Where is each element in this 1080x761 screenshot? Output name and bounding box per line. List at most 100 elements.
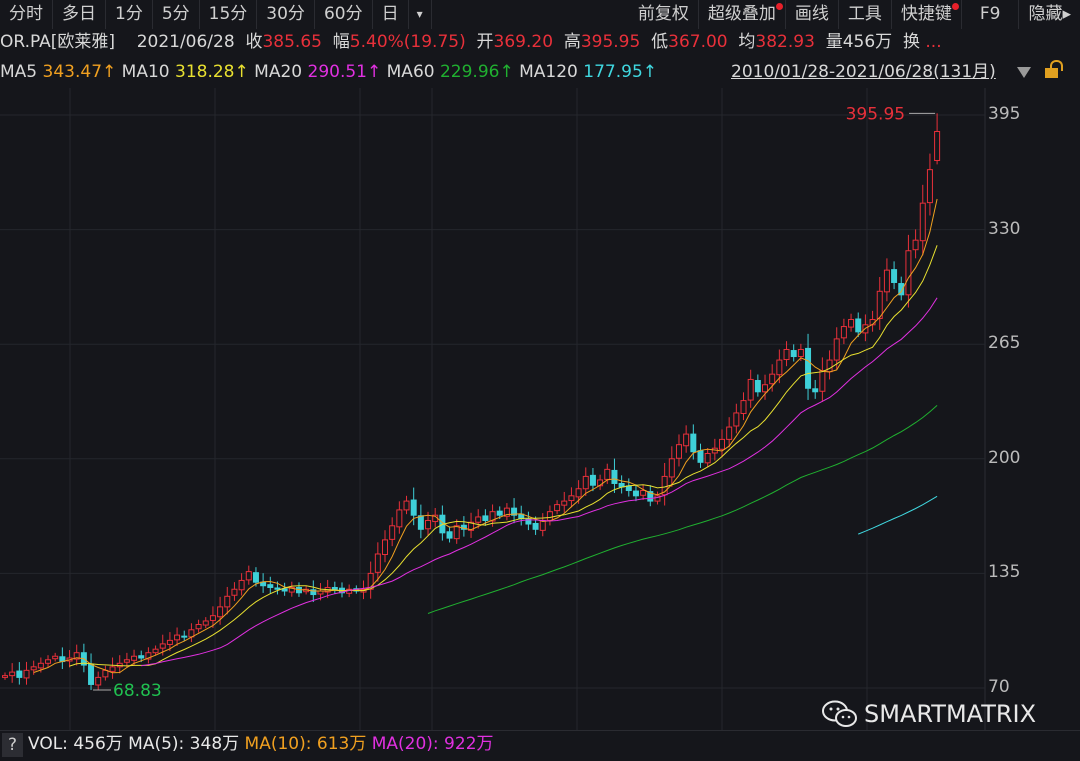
candle-up	[468, 521, 475, 531]
help-button[interactable]: ?	[2, 733, 23, 757]
adjust-button[interactable]: 前复权	[629, 0, 699, 29]
candle-up	[905, 250, 912, 296]
price-tick-label: 265	[988, 333, 1021, 354]
candle-up	[668, 458, 675, 478]
candle-up	[833, 338, 840, 361]
ma5-value: 343.47↑	[42, 62, 117, 82]
close-value: 385.65	[262, 32, 322, 52]
notification-dot	[951, 3, 959, 10]
candle-up	[475, 516, 482, 523]
candle-up	[131, 655, 138, 661]
candle-up	[934, 130, 941, 161]
avg-label: 均	[738, 32, 756, 52]
candle-down	[331, 586, 338, 590]
overlay-button[interactable]: 超级叠加	[699, 0, 786, 29]
candle-up	[503, 507, 510, 517]
candle-up	[159, 643, 166, 649]
candle-up	[52, 655, 59, 660]
candle-up	[396, 509, 403, 528]
candle-up	[174, 634, 181, 641]
symbol: OR.PA[欧莱雅]	[0, 32, 116, 52]
candle-up	[776, 359, 783, 376]
overlay-label: 超级叠加	[707, 4, 776, 24]
candle-up	[704, 452, 711, 464]
candle-up	[561, 500, 568, 506]
more-periods-dropdown[interactable]: ▾	[409, 0, 432, 29]
tab-5min[interactable]: 5分	[153, 0, 200, 29]
candle-up	[726, 426, 733, 440]
ma10-value: 318.28↑	[175, 62, 249, 82]
candle-up	[224, 595, 231, 608]
candle-up	[568, 495, 575, 502]
ma120-value: 177.95↑	[583, 62, 658, 82]
tab-30min[interactable]: 30分	[257, 0, 315, 29]
ma60-label: MA60	[386, 62, 435, 82]
close-label: 收	[245, 32, 263, 52]
candle-up	[582, 475, 589, 490]
candle-up	[640, 490, 647, 496]
candle-down	[267, 584, 274, 588]
candle-up	[23, 669, 30, 679]
candle-up	[367, 572, 374, 590]
price-tick-label: 395	[988, 104, 1021, 124]
candle-up	[152, 648, 159, 654]
avg-value: 382.93	[755, 32, 815, 52]
tab-intraday[interactable]: 分时	[0, 0, 53, 29]
tab-multi-day[interactable]: 多日	[53, 0, 106, 29]
f9-button[interactable]: F9	[962, 0, 1020, 29]
draw-button[interactable]: 画线	[786, 0, 839, 29]
candle-up	[654, 495, 661, 502]
candle-down	[805, 347, 812, 389]
candle-up	[453, 525, 460, 540]
candle-up	[425, 519, 432, 530]
change-label: 幅	[332, 32, 350, 52]
volume-label: 量	[825, 32, 843, 52]
candle-up	[797, 348, 804, 358]
price-tick-label: 135	[988, 562, 1021, 583]
volume-info-bar: ? VOL: 456万 MA(5): 348万 MA(10): 613万 MA(…	[0, 730, 1080, 761]
candle-up	[876, 290, 883, 319]
tools-button[interactable]: 工具	[839, 0, 892, 29]
watermark-text: SMARTMATRIX	[864, 700, 1037, 728]
candle-down	[898, 283, 905, 296]
ma20-value: 290.51↑	[307, 62, 382, 82]
tab-15min[interactable]: 15分	[200, 0, 258, 29]
ma-legend-row: MA5 343.47↑ MA10 318.28↑ MA20 290.51↑ MA…	[0, 58, 1080, 86]
candle-up	[389, 525, 396, 540]
ma120-label: MA120	[519, 62, 578, 82]
hide-button[interactable]: 隐藏▸	[1028, 4, 1071, 24]
candle-up	[37, 662, 44, 669]
lock-icon[interactable]	[1045, 60, 1063, 78]
ma120-line	[858, 495, 938, 535]
candle-up	[675, 444, 682, 459]
candle-up	[403, 500, 410, 511]
notification-dot	[775, 3, 783, 10]
candlestick-chart[interactable]: 395.95 68.83	[0, 88, 1080, 730]
candle-up	[374, 553, 381, 573]
candle-down	[812, 388, 819, 393]
candle-down	[855, 318, 862, 333]
candle-up	[195, 624, 202, 630]
tab-60min[interactable]: 60分	[315, 0, 373, 29]
high-label: 高	[563, 32, 581, 52]
candle-down	[274, 587, 281, 590]
tab-1min[interactable]: 1分	[106, 0, 153, 29]
candle-up	[826, 359, 833, 373]
candle-down	[310, 589, 317, 596]
candle-down	[632, 490, 639, 497]
watermark: SMARTMATRIX	[822, 700, 1036, 728]
candle-down	[138, 655, 145, 659]
candle-up	[840, 326, 847, 339]
candle-down	[181, 635, 188, 638]
candle-up	[848, 319, 855, 328]
shortcuts-button[interactable]: 快捷键	[892, 0, 962, 29]
candle-up	[919, 202, 926, 242]
candle-down	[410, 499, 417, 516]
date-range-selector[interactable]: 2010/01/28-2021/06/28(131月)	[731, 62, 996, 82]
price-tick-label: 200	[988, 447, 1021, 468]
max-price-label: 395.95	[846, 104, 905, 124]
candle-up	[245, 571, 252, 581]
dropdown-triangle-icon[interactable]	[1017, 67, 1031, 78]
tab-day[interactable]: 日	[373, 0, 409, 29]
candle-up	[912, 239, 919, 251]
